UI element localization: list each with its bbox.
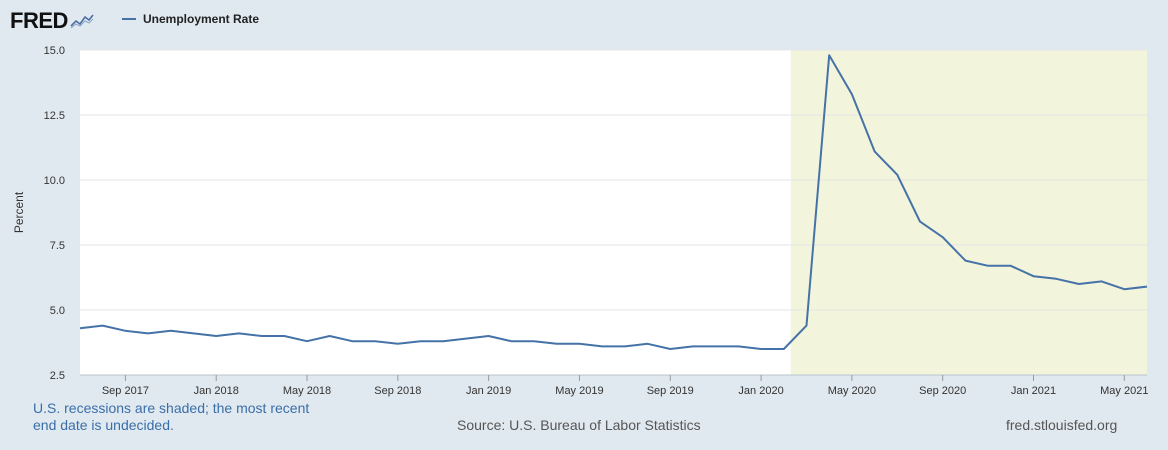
- x-tick-label: Jan 2021: [1011, 385, 1056, 397]
- x-tick-label: May 2019: [555, 385, 603, 397]
- x-tick-label: Jan 2019: [466, 385, 511, 397]
- legend[interactable]: Unemployment Rate: [122, 12, 259, 26]
- x-tick-label: Jan 2018: [194, 385, 239, 397]
- line-graph-icon: [69, 13, 94, 29]
- y-axis: 2.5 5.0 7.5 10.0 12.5 15.0: [44, 45, 65, 382]
- recession-shade: [790, 50, 1147, 375]
- fred-logo[interactable]: FRED: [10, 8, 94, 34]
- site-link[interactable]: fred.stlouisfed.org: [1006, 417, 1118, 433]
- series-group: [79, 54, 1148, 350]
- legend-label: Unemployment Rate: [143, 12, 260, 26]
- recession-note: U.S. recessions are shaded; the most rec…: [33, 400, 310, 433]
- y-tick-label: 5.0: [50, 305, 65, 317]
- x-axis: Sep 2017 Jan 2018 May 2018 Sep 2018 Jan 2019…: [102, 375, 1148, 397]
- y-axis-label: Percent: [12, 191, 26, 233]
- x-tick-label: May 2021: [1100, 385, 1148, 397]
- logo-text: FRED: [10, 8, 68, 33]
- y-tick-label: 2.5: [50, 370, 65, 382]
- x-tick-label: Sep 2020: [919, 385, 966, 397]
- y-tick-label: 15.0: [44, 45, 65, 57]
- x-tick-label: Sep 2018: [374, 385, 421, 397]
- x-tick-label: May 2020: [828, 385, 876, 397]
- series-line: [79, 54, 1148, 350]
- y-tick-label: 12.5: [44, 110, 65, 122]
- y-tick-label: 7.5: [50, 240, 65, 252]
- source-text: Source: U.S. Bureau of Labor Statistics: [457, 417, 701, 433]
- x-tick-label: May 2018: [283, 385, 331, 397]
- y-tick-label: 10.0: [44, 175, 65, 187]
- legend-swatch: [122, 18, 136, 20]
- gridlines: [80, 49, 1147, 376]
- x-tick-label: Jan 2020: [738, 385, 783, 397]
- x-tick-label: Sep 2019: [647, 385, 694, 397]
- x-tick-label: Sep 2017: [102, 385, 149, 397]
